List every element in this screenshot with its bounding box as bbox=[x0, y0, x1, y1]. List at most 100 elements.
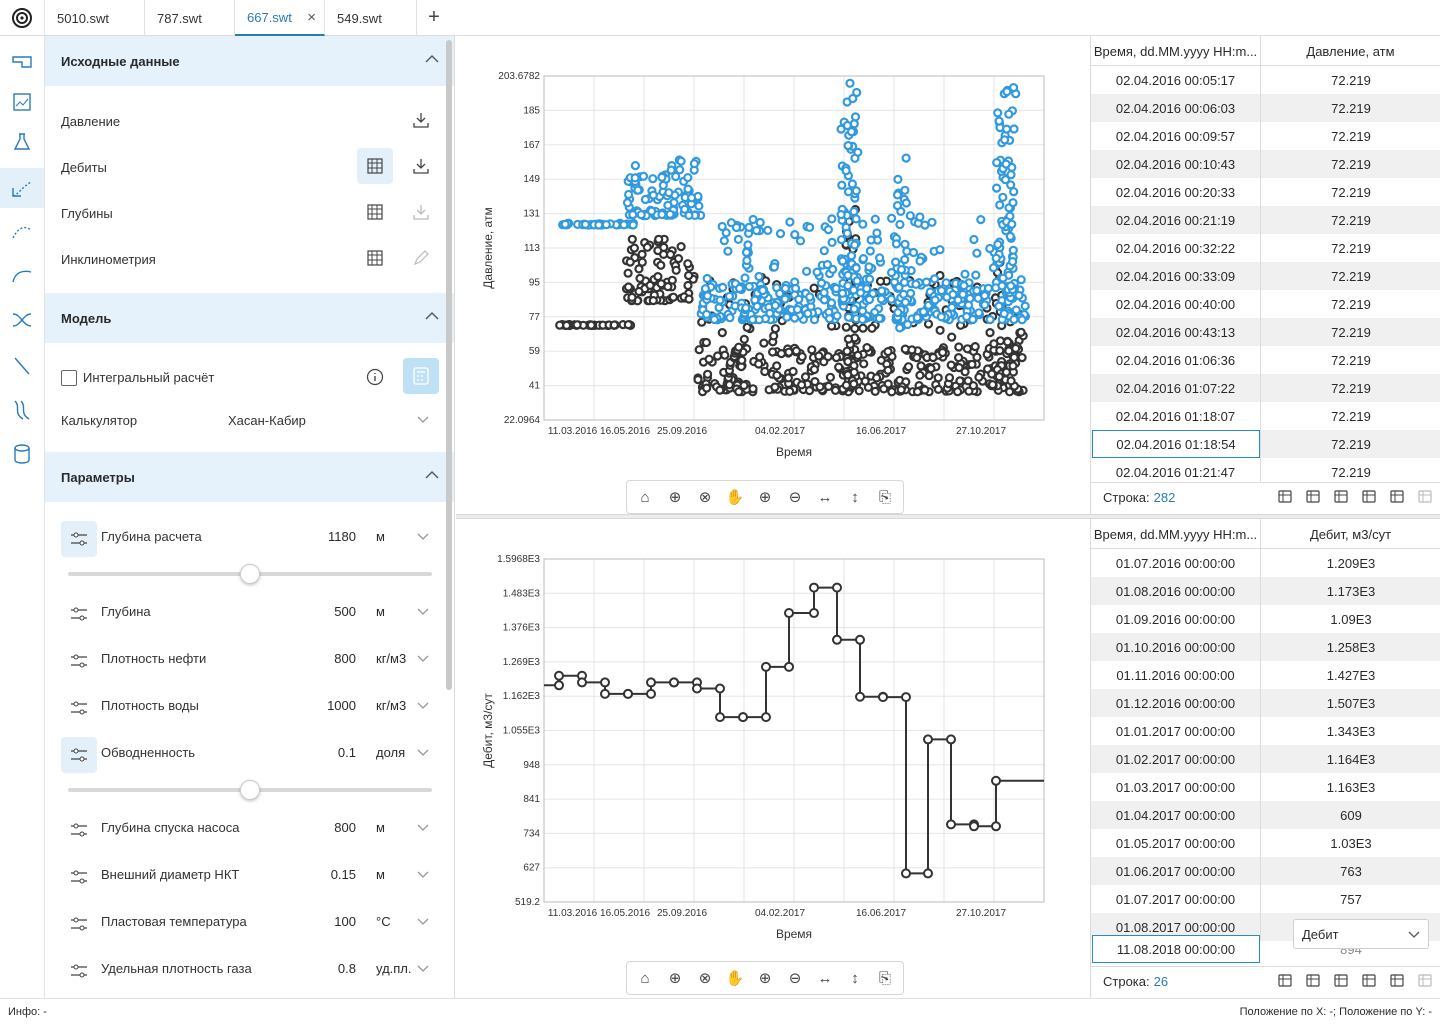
download-icon[interactable] bbox=[409, 108, 433, 132]
cell-time[interactable]: 01.08.2017 00:00:00 bbox=[1091, 913, 1261, 941]
zoom-remove-icon[interactable]: ⊗ bbox=[698, 489, 712, 506]
chevron-down-icon[interactable] bbox=[417, 749, 429, 757]
table-row[interactable]: 01.08.2016 00:00:00 1.173E3 bbox=[1091, 577, 1440, 605]
cell-time[interactable]: 02.04.2016 00:09:57 bbox=[1091, 122, 1261, 150]
export-chart-icon[interactable]: ⎘ bbox=[878, 488, 891, 506]
cell-value[interactable]: 1.09E3 bbox=[1330, 611, 1372, 627]
chevron-down-icon[interactable] bbox=[417, 871, 429, 879]
cell-time[interactable]: 02.04.2016 00:40:00 bbox=[1091, 290, 1261, 318]
cell-time[interactable]: 01.01.2017 00:00:00 bbox=[1091, 717, 1261, 745]
column-header-time[interactable]: Время, dd.MM.yyyy HH:m... bbox=[1091, 519, 1261, 549]
rail-dashed-curve-icon[interactable] bbox=[0, 212, 44, 252]
table-row[interactable]: 02.04.2016 00:33:09 72.219 bbox=[1091, 262, 1440, 290]
chevron-down-icon[interactable] bbox=[417, 655, 429, 663]
insert-row-icon[interactable] bbox=[1333, 488, 1349, 504]
cell-value[interactable]: 72.219 bbox=[1331, 72, 1371, 88]
table-row[interactable]: 01.12.2016 00:00:00 1.507E3 bbox=[1091, 689, 1440, 717]
table-row[interactable]: 01.07.2016 00:00:00 1.209E3 bbox=[1091, 549, 1440, 577]
chevron-down-icon[interactable] bbox=[417, 608, 429, 616]
cell-time[interactable]: 02.04.2016 00:43:13 bbox=[1091, 318, 1261, 346]
cell-value[interactable]: 72.219 bbox=[1331, 380, 1371, 396]
cell-value[interactable]: 1.164E3 bbox=[1326, 751, 1376, 767]
cell-time[interactable]: 01.06.2017 00:00:00 bbox=[1091, 857, 1261, 885]
table-row[interactable]: 01.04.2017 00:00:00 609 bbox=[1091, 801, 1440, 829]
cell-value[interactable]: 763 bbox=[1340, 863, 1362, 879]
cell-time[interactable]: 02.04.2016 01:07:22 bbox=[1091, 374, 1261, 402]
chevron-down-icon[interactable] bbox=[417, 533, 429, 541]
table-row[interactable]: 02.04.2016 00:05:17 72.219 bbox=[1091, 66, 1440, 94]
cell-value[interactable]: 757 bbox=[1340, 891, 1362, 907]
column-header-time[interactable]: Время, dd.MM.yyyy HH:m... bbox=[1091, 36, 1261, 66]
tab-file[interactable]: 787.swt bbox=[145, 0, 235, 36]
tab-file[interactable]: 549.swt bbox=[325, 0, 417, 36]
sliders-icon[interactable] bbox=[61, 906, 97, 942]
cell-value[interactable]: 72.219 bbox=[1331, 408, 1371, 424]
table-row[interactable]: 01.05.2017 00:00:00 1.03E3 bbox=[1091, 829, 1440, 857]
cell-value[interactable]: 72.219 bbox=[1331, 100, 1371, 116]
sliders-icon[interactable] bbox=[61, 596, 97, 632]
cell-time[interactable]: 01.04.2017 00:00:00 bbox=[1091, 801, 1261, 829]
table-row[interactable]: 01.11.2016 00:00:00 1.427E3 bbox=[1091, 661, 1440, 689]
sliders-icon[interactable] bbox=[61, 690, 97, 726]
series-dropdown[interactable]: Дебит bbox=[1293, 919, 1429, 949]
param-value[interactable]: 800 bbox=[334, 651, 356, 666]
chevron-down-icon[interactable] bbox=[417, 702, 429, 710]
table-row[interactable]: 01.02.2017 00:00:00 1.164E3 bbox=[1091, 745, 1440, 773]
param-value[interactable]: 500 bbox=[334, 604, 356, 619]
export-icon[interactable] bbox=[1417, 972, 1433, 988]
pan-hand-icon[interactable]: ✋ bbox=[725, 970, 745, 987]
cell-time[interactable]: 02.04.2016 01:21:47 bbox=[1091, 458, 1261, 486]
cell-value[interactable]: 1.173E3 bbox=[1326, 583, 1376, 599]
cell-time[interactable]: 02.04.2016 00:32:22 bbox=[1091, 234, 1261, 262]
rail-wave-icon[interactable] bbox=[0, 390, 44, 430]
param-value[interactable]: 100 bbox=[334, 914, 356, 929]
tab-file[interactable]: 5010.swt bbox=[45, 0, 145, 36]
rail-database-icon[interactable] bbox=[0, 434, 44, 474]
cell-time[interactable]: 02.04.2016 00:20:33 bbox=[1091, 178, 1261, 206]
trash-icon[interactable] bbox=[1277, 488, 1293, 504]
zoom-add-icon[interactable]: ⊕ bbox=[668, 970, 682, 987]
rail-well-icon[interactable] bbox=[0, 42, 44, 82]
rail-cross-curve-icon[interactable] bbox=[0, 300, 44, 340]
cell-value[interactable]: 1.258E3 bbox=[1326, 639, 1376, 655]
cell-time[interactable]: 02.04.2016 00:05:17 bbox=[1091, 66, 1261, 94]
trash-icon[interactable] bbox=[1277, 972, 1293, 988]
rate-chart-svg[interactable]: 1.5968E3 1.483E3 1.376E3 1.269E3 1.162E3 1.05… bbox=[456, 519, 1090, 998]
table-row[interactable]: 01.03.2017 00:00:00 1.163E3 bbox=[1091, 773, 1440, 801]
table-row[interactable]: 02.04.2016 00:40:00 72.219 bbox=[1091, 290, 1440, 318]
rail-decline-icon[interactable] bbox=[0, 256, 44, 296]
pressure-chart-svg[interactable]: 203.6782 185 167 149 131 113 95 77 59 41 22.0964 11… bbox=[456, 36, 1090, 514]
cell-value[interactable]: 72.219 bbox=[1331, 184, 1371, 200]
slider-knob[interactable] bbox=[240, 780, 260, 800]
param-value[interactable]: 0.8 bbox=[337, 961, 356, 976]
home-icon[interactable]: ⌂ bbox=[640, 969, 650, 987]
sliders-icon[interactable] bbox=[61, 737, 97, 773]
table-row[interactable]: 02.04.2016 00:10:43 72.219 bbox=[1091, 150, 1440, 178]
sliders-icon[interactable] bbox=[61, 521, 97, 557]
param-value[interactable]: 0.15 bbox=[330, 867, 356, 882]
pan-hand-icon[interactable]: ✋ bbox=[725, 489, 745, 506]
editing-date-cell[interactable]: 11.08.2018 00:00:00 bbox=[1092, 935, 1260, 963]
cell-time[interactable]: 02.04.2016 00:33:09 bbox=[1091, 262, 1261, 290]
table-icon[interactable] bbox=[357, 148, 393, 184]
fit-height-icon[interactable]: ↕ bbox=[851, 969, 859, 987]
section-source-header[interactable]: Исходные данные bbox=[45, 36, 454, 86]
cell-value[interactable]: 1.507E3 bbox=[1326, 695, 1376, 711]
param-value[interactable]: 1000 bbox=[327, 698, 356, 713]
table-row[interactable]: 01.01.2017 00:00:00 1.343E3 bbox=[1091, 717, 1440, 745]
cell-value[interactable]: 72.219 bbox=[1331, 436, 1371, 452]
cell-value[interactable]: 72.219 bbox=[1331, 324, 1371, 340]
table-row[interactable]: 02.04.2016 01:06:36 72.219 bbox=[1091, 346, 1440, 374]
cell-value[interactable]: 72.219 bbox=[1331, 268, 1371, 284]
rail-curve-icon[interactable] bbox=[0, 168, 44, 208]
param-value[interactable]: 0.1 bbox=[337, 745, 356, 760]
cell-time[interactable]: 01.09.2016 00:00:00 bbox=[1091, 605, 1261, 633]
cell-time[interactable]: 02.04.2016 01:18:07 bbox=[1091, 402, 1261, 430]
info-icon[interactable] bbox=[363, 365, 387, 389]
table-row[interactable]: 02.04.2016 01:21:47 72.219 bbox=[1091, 458, 1440, 486]
calculator-select[interactable]: Хасан-Кабир bbox=[228, 413, 306, 428]
sliders-icon[interactable] bbox=[61, 859, 97, 895]
chevron-down-icon[interactable] bbox=[417, 824, 429, 832]
table-row[interactable]: 01.07.2017 00:00:00 757 bbox=[1091, 885, 1440, 913]
section-model-header[interactable]: Модель bbox=[45, 293, 454, 343]
